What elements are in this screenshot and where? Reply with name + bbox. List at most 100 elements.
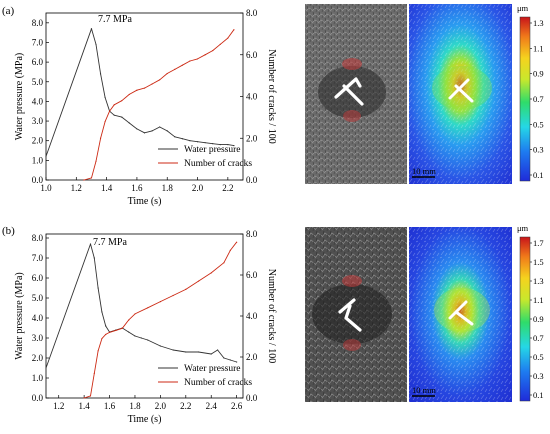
water-pressure-point <box>196 141 199 143</box>
crack-count-point <box>128 93 130 96</box>
y-left-axis-title: Water pressure (MPa) <box>14 272 25 360</box>
crack-count-point <box>101 337 103 340</box>
colorbar-a: μm 1.3 1.1 0.9 0.7 0.5 0.3 0.1 <box>517 3 544 182</box>
y-right-tick-label: 8.0 <box>246 229 258 239</box>
displacement-field-image-a: 10 mm <box>409 4 512 184</box>
x-axis-title: Time (s) <box>128 414 162 425</box>
legend-label: Number of cracks <box>184 377 252 388</box>
borehole-shape-icon <box>448 78 474 103</box>
y-left-tick-label: 4.0 <box>32 313 44 323</box>
water-pressure-point <box>159 126 161 128</box>
colorbar-tick-label: 1.5 <box>533 257 544 267</box>
crack-count-point <box>109 110 111 112</box>
water-pressure-point <box>97 287 99 289</box>
y-left-tick-label: 5.0 <box>32 77 44 87</box>
panel-label-a: (a) <box>2 5 15 17</box>
water-pressure-point <box>143 132 146 134</box>
water-pressure-line <box>45 28 234 157</box>
water-pressure-point <box>113 114 115 116</box>
y-left-axis-title: Water pressure (MPa) <box>14 53 25 141</box>
water-pressure-point <box>223 357 225 359</box>
y-left-tick-label: 2.0 <box>32 353 44 363</box>
water-pressure-point <box>104 96 106 99</box>
crack-count-point <box>233 29 235 31</box>
legend-label: Water pressure <box>184 145 240 155</box>
crack-count-point <box>197 280 200 282</box>
x-tick-label: 1.4 <box>101 183 113 193</box>
y-right-tick-label: 4.0 <box>246 92 258 102</box>
legend-label: Number of cracks <box>184 158 252 169</box>
y-left-tick-label: 1.0 <box>32 373 44 383</box>
crack-count-point <box>89 395 92 397</box>
chart-b: 1.2 1.4 1.6 1.8 2.0 2.2 2.4 2.60.01.02.03.04.05… <box>14 229 277 425</box>
water-pressure-point <box>151 130 153 132</box>
crack-count-line <box>83 29 235 181</box>
x-tick-label: 1.2 <box>71 183 82 193</box>
water-pressure-point <box>45 367 47 369</box>
crack-count-point <box>172 294 174 297</box>
crack-count-point <box>151 83 153 85</box>
water-pressure-point <box>136 128 138 130</box>
water-pressure-point <box>166 130 168 132</box>
water-pressure-point <box>90 28 93 30</box>
x-tick-label: 2.4 <box>206 401 218 411</box>
water-pressure-point <box>159 345 161 347</box>
y-left-tick-label: 0.0 <box>32 393 44 403</box>
colorbar-tick-label: 0.5 <box>533 119 544 129</box>
x-tick-label: 1.6 <box>104 401 116 411</box>
x-tick-label: 2.6 <box>231 401 243 411</box>
y-left-tick-label: 8.0 <box>32 233 44 243</box>
y-left-tick-label: 0.0 <box>32 175 44 185</box>
crack-count-point <box>147 307 149 309</box>
colorbar-tick-label: 0.9 <box>533 314 544 324</box>
x-tick-label: 2.0 <box>155 401 167 411</box>
water-pressure-point <box>105 325 107 327</box>
y-left-tick-label: 7.0 <box>32 37 44 47</box>
colorbar-tick-label: 0.7 <box>533 333 544 343</box>
crack-count-point <box>196 58 199 60</box>
y-right-tick-label: 6.0 <box>246 270 258 280</box>
water-pressure-point <box>204 142 206 144</box>
crack-count-point <box>90 177 93 179</box>
crack-count-point <box>104 120 106 123</box>
crack-count-point <box>227 37 229 39</box>
water-pressure-point <box>128 331 130 333</box>
y-left-tick-label: 8.0 <box>32 18 44 28</box>
crack-count-point <box>212 49 214 52</box>
crack-count-point <box>219 43 221 45</box>
panel-label-b: (b) <box>2 225 15 237</box>
y-right-axis-title: Number of cracks / 100 <box>266 269 277 363</box>
colorbar-unit: μm <box>517 223 529 233</box>
crack-count-point <box>95 160 97 162</box>
y-left-tick-label: 5.0 <box>32 293 44 303</box>
crack-count-point <box>236 241 238 243</box>
y-left-tick-label: 1.0 <box>32 155 44 165</box>
y-right-tick-label: 6.0 <box>246 50 258 60</box>
colorbar-tick-label: 1.1 <box>533 295 544 305</box>
water-pressure-point <box>216 349 219 351</box>
water-pressure-point <box>236 361 238 363</box>
crack-field-image-b <box>305 227 407 402</box>
peak-annotation: 7.7 MPa <box>93 237 127 248</box>
water-pressure-point <box>172 349 174 351</box>
y-right-tick-label: 2.0 <box>246 352 258 362</box>
crack-count-point <box>121 100 123 102</box>
borehole-shape-icon <box>334 77 364 106</box>
crack-count-point <box>121 327 123 329</box>
x-tick-label: 2.2 <box>222 183 233 193</box>
borehole-shape-icon <box>448 300 474 326</box>
colorbar-tick-label: 0.7 <box>533 94 544 104</box>
y-left-tick-label: 4.0 <box>32 96 44 106</box>
water-pressure-point <box>101 311 103 313</box>
water-pressure-point <box>95 43 97 46</box>
x-tick-label: 1.0 <box>40 183 52 193</box>
colorbar-tick-label: 1.7 <box>533 238 544 248</box>
crack-count-point <box>143 87 146 89</box>
y-right-tick-label: 4.0 <box>246 311 258 321</box>
crack-count-point <box>166 72 168 75</box>
x-tick-label: 1.2 <box>53 401 64 411</box>
y-left-tick-label: 6.0 <box>32 273 44 283</box>
y-left-tick-label: 3.0 <box>32 333 44 343</box>
colorbar-b: μm 1.7 1.5 1.3 1.1 0.9 0.7 0.5 0.3 0.1 <box>517 223 544 402</box>
crack-count-point <box>159 79 161 81</box>
